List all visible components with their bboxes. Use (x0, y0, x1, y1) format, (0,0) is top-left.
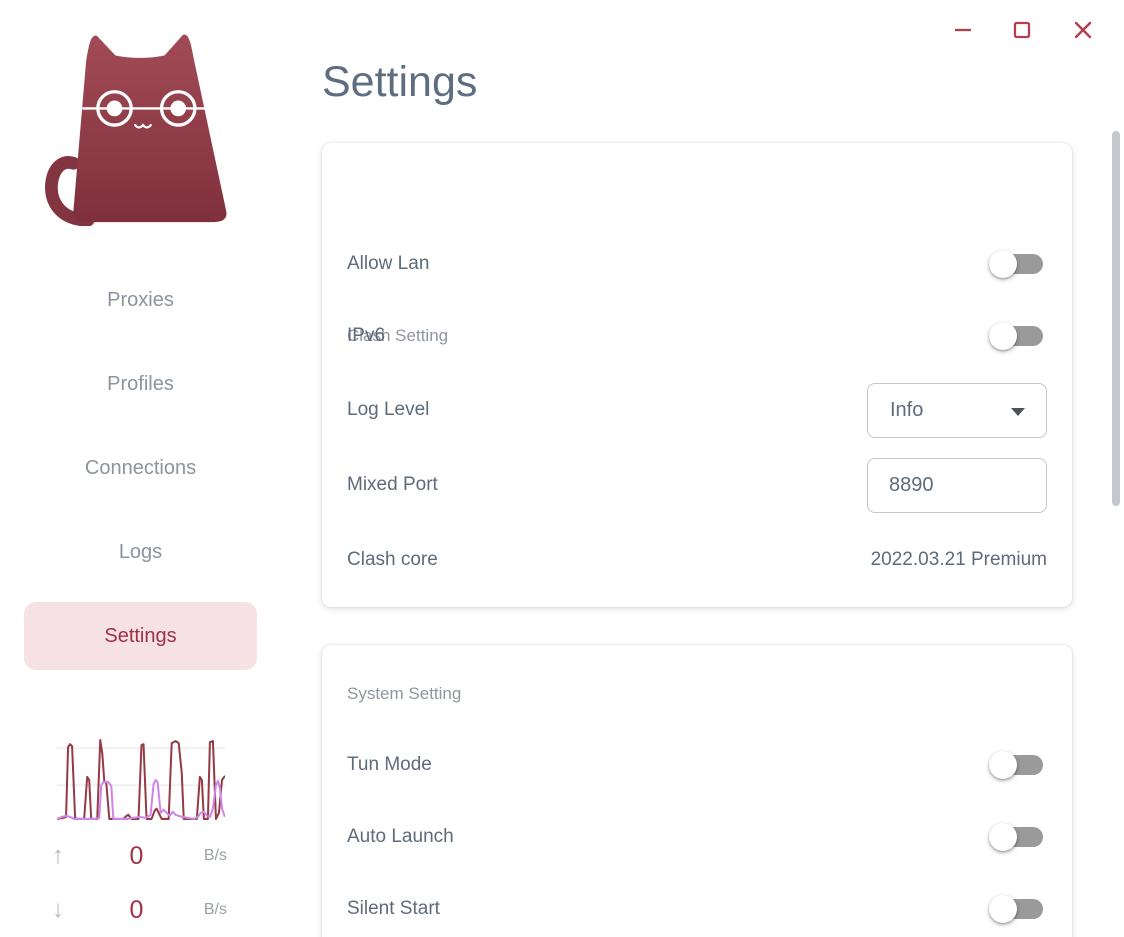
minimize-icon (955, 28, 971, 32)
auto-launch-label: Auto Launch (347, 826, 454, 847)
clash-setting-card: Clash Setting Allow Lan IPv6 Log Level I… (322, 143, 1072, 607)
auto-launch-row: Auto Launch (347, 809, 1047, 865)
clash-core-row: Clash core 2022.03.21 Premium (347, 532, 1047, 588)
ipv6-row: IPv6 (347, 308, 1047, 364)
upload-speed-row: ↑ 0 B/s (52, 836, 227, 876)
cat-tail (45, 156, 95, 226)
section-title: Clash Setting (347, 326, 449, 345)
close-icon (1074, 21, 1092, 39)
sidebar: Proxies Profiles Connections Logs Settin… (0, 0, 300, 937)
mixed-port-input[interactable] (867, 457, 1047, 513)
down-arrow-icon: ↓ (52, 896, 64, 923)
sidebar-item-settings[interactable]: Settings (24, 602, 257, 670)
upload-speed-value: 0 (129, 841, 144, 870)
allow-lan-label: Allow Lan (347, 253, 430, 274)
minimize-button[interactable] (945, 12, 981, 48)
upload-speed-unit: B/s (203, 847, 227, 864)
up-arrow-icon: ↑ (52, 842, 64, 869)
ipv6-toggle[interactable] (989, 321, 1043, 351)
silent-start-toggle[interactable] (989, 894, 1043, 924)
allow-lan-row: Allow Lan (347, 236, 1047, 292)
clash-core-label: Clash core (347, 549, 438, 570)
glasses-right-lens (159, 90, 197, 127)
log-level-label: Log Level (347, 399, 430, 420)
sidebar-item-proxies[interactable]: Proxies (107, 288, 174, 311)
tun-mode-label: Tun Mode (347, 754, 432, 775)
maximize-button[interactable] (1004, 12, 1040, 48)
vertical-scrollbar[interactable] (1112, 131, 1120, 506)
download-speed-value: 0 (129, 895, 144, 924)
sidebar-item-profiles[interactable]: Profiles (107, 372, 174, 395)
allow-lan-toggle[interactable] (989, 249, 1043, 279)
clash-core-value: 2022.03.21 Premium (870, 549, 1047, 570)
sidebar-item-connections[interactable]: Connections (84, 456, 197, 479)
tun-mode-toggle[interactable] (989, 750, 1043, 780)
log-level-selected-value: Info (890, 398, 924, 421)
silent-start-label: Silent Start (347, 898, 440, 919)
page-title: Settings (322, 58, 478, 106)
ipv6-label: IPv6 (347, 325, 386, 346)
log-level-select[interactable]: Info (867, 382, 1047, 438)
cat-logo (45, 34, 227, 226)
glasses-left-lens (96, 90, 133, 127)
auto-launch-toggle[interactable] (989, 822, 1043, 852)
download-speed-row: ↓ 0 B/s (52, 890, 227, 930)
close-button[interactable] (1065, 12, 1101, 48)
system-setting-card: System Setting Tun Mode Auto Launch Sile… (322, 645, 1072, 937)
download-traffic-line (56, 779, 226, 820)
traffic-graph (56, 737, 226, 821)
silent-start-row: Silent Start (347, 881, 1047, 937)
download-speed-unit: B/s (203, 901, 227, 918)
mixed-port-label: Mixed Port (347, 474, 438, 495)
sidebar-item-logs[interactable]: Logs (118, 540, 163, 563)
upload-traffic-line (56, 739, 226, 820)
tun-mode-row: Tun Mode (347, 737, 1047, 793)
maximize-icon (1013, 21, 1031, 39)
cat-body (73, 34, 227, 223)
log-level-row: Log Level Info (347, 382, 1047, 438)
section-title: System Setting (347, 684, 462, 703)
chevron-down-icon (1011, 407, 1025, 416)
mixed-port-row: Mixed Port (347, 457, 1047, 513)
cat-mouth (134, 123, 152, 129)
